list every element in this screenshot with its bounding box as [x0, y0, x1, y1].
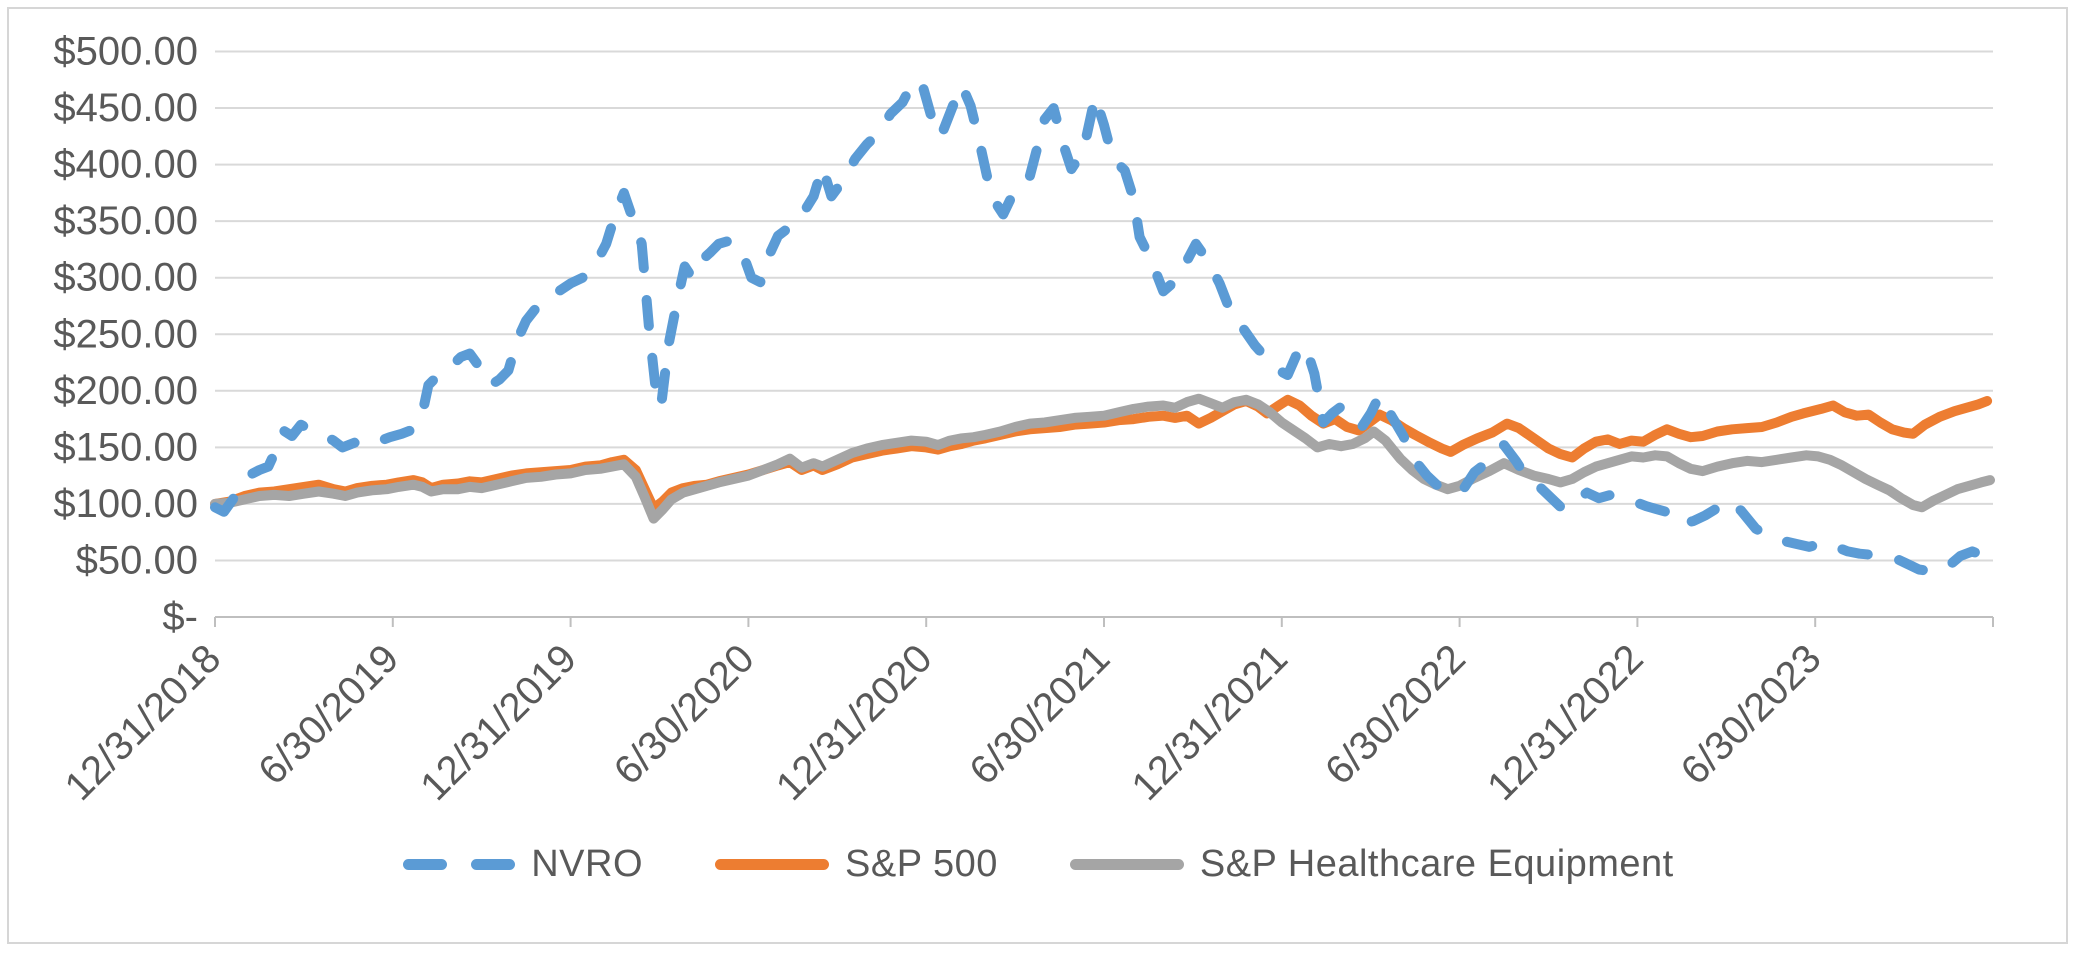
y-axis-label: $350.00	[53, 199, 198, 243]
legend-label-sp500: S&P 500	[845, 843, 998, 885]
legend-label-nvro: NVRO	[531, 843, 644, 885]
series-line-nvro	[210, 74, 1995, 577]
y-axis-label: $-	[162, 595, 198, 639]
x-axis-label: 6/30/2023	[1673, 636, 1830, 793]
legend-item-sp500: S&P 500	[715, 843, 998, 886]
y-axis-label: $400.00	[53, 143, 198, 187]
legend-swatch-segment	[715, 859, 830, 870]
legend-swatch-nvro-dashed-line	[403, 859, 516, 870]
x-axis-label: 12/31/2020	[768, 636, 941, 809]
legend-item-nvro: NVRO	[403, 843, 643, 886]
series-line-s-p-healthcare-equipment	[210, 393, 1995, 524]
legend-swatch-sp500-line	[715, 859, 830, 870]
legend-swatch-sp-healthcare-line	[1069, 859, 1184, 870]
y-axis-label: $200.00	[53, 369, 198, 413]
y-axis-label: $300.00	[53, 256, 198, 300]
x-axis-label: 12/31/2021	[1123, 636, 1296, 809]
x-axis-label: 12/31/2019	[412, 636, 585, 809]
y-axis-label: $50.00	[76, 538, 198, 582]
y-axis-label: $500.00	[53, 30, 198, 74]
y-axis-label: $150.00	[53, 425, 198, 469]
chart-legend: NVRO S&P 500 S&P Healthcare Equipment	[0, 843, 2077, 886]
x-axis-label: 6/30/2019	[250, 636, 407, 793]
x-axis-label: 12/31/2022	[1479, 636, 1652, 809]
x-axis-label: 6/30/2022	[1317, 636, 1474, 793]
legend-swatch-segment	[1069, 859, 1184, 870]
legend-swatch-segment	[471, 859, 516, 870]
legend-label-sp-healthcare: S&P Healthcare Equipment	[1199, 843, 1674, 885]
x-axis-label: 6/30/2020	[606, 636, 763, 793]
x-axis-label: 12/31/2018	[57, 636, 230, 809]
y-axis-label: $450.00	[53, 86, 198, 130]
legend-swatch-segment	[403, 859, 448, 870]
y-axis-label: $250.00	[53, 312, 198, 356]
legend-item-sp-healthcare-equipment: S&P Healthcare Equipment	[1069, 843, 1674, 886]
y-axis-label: $100.00	[53, 482, 198, 526]
x-axis-label: 6/30/2021	[961, 636, 1118, 793]
